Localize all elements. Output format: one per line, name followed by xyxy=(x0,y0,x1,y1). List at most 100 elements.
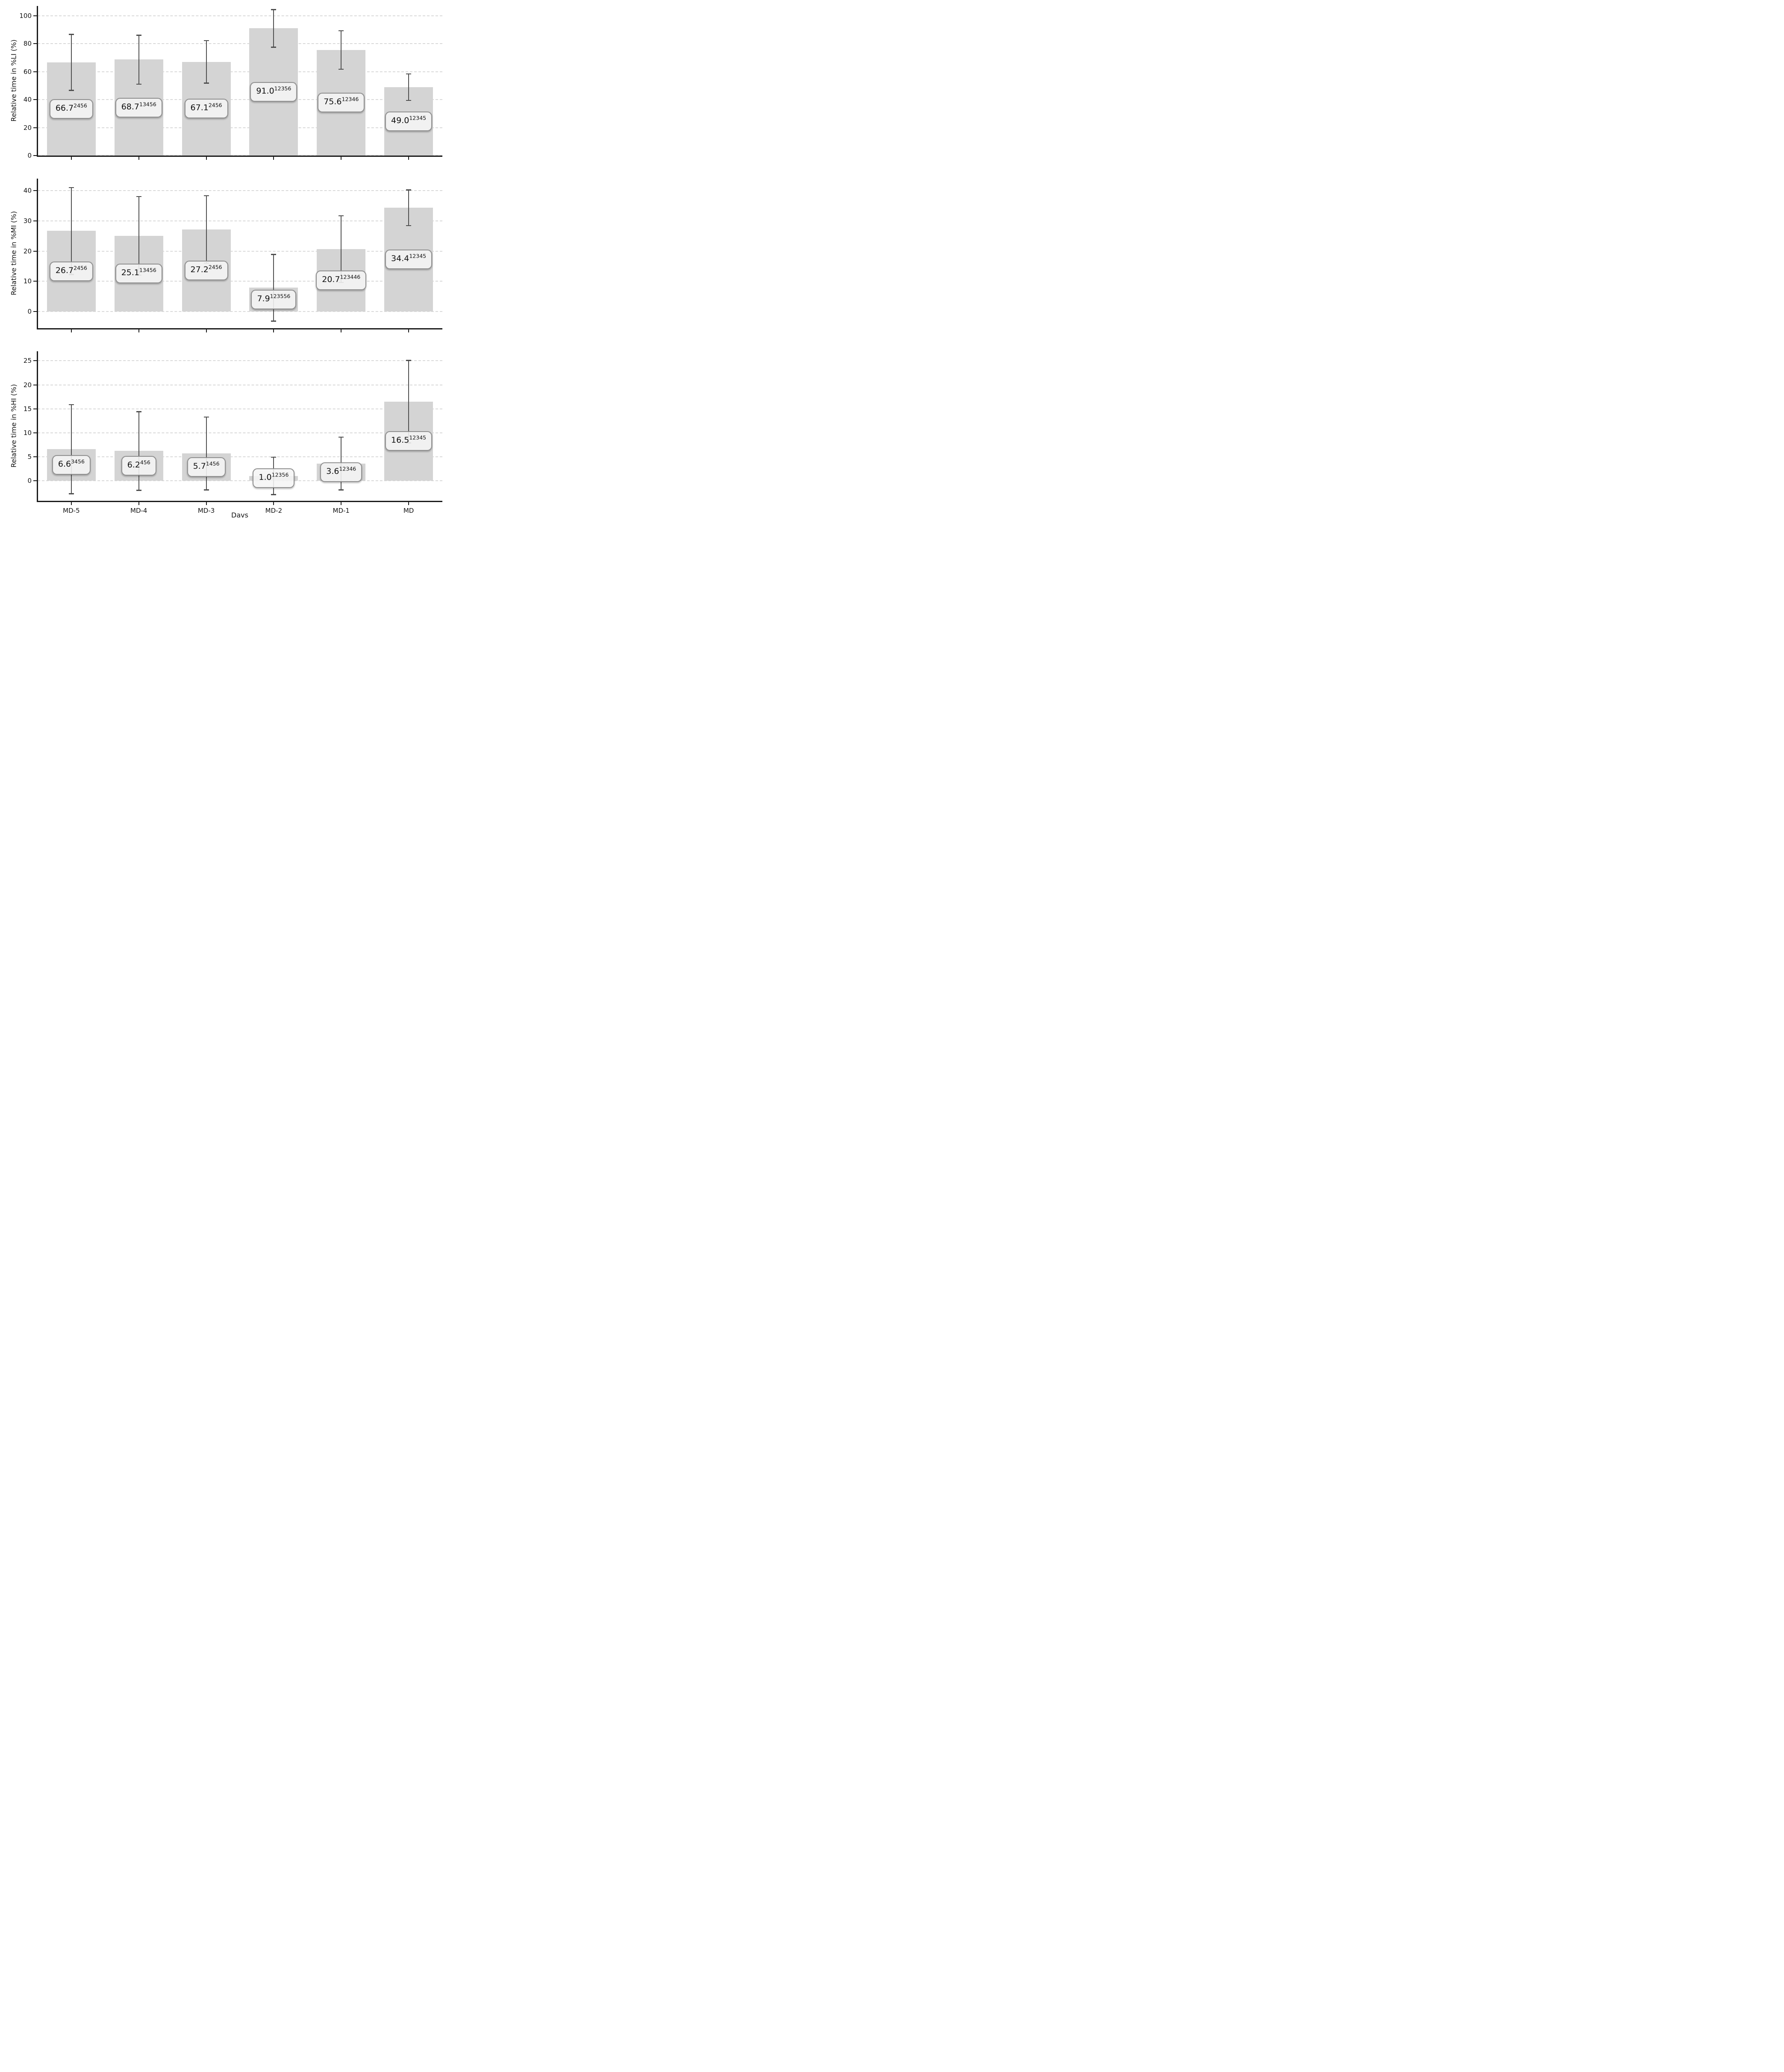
value-text: 7.9 xyxy=(257,294,270,304)
error-cap-top xyxy=(68,404,74,406)
error-cap-top xyxy=(406,360,412,361)
value-superscript: 12356 xyxy=(274,85,291,92)
value-superscript: 123556 xyxy=(270,293,291,300)
y-tick-label: 15 xyxy=(23,405,32,413)
y-tick-label: 25 xyxy=(23,357,32,365)
y-tick-mark xyxy=(33,190,38,191)
y-axis-title-1: Relative time in %LI (%) xyxy=(9,39,18,122)
error-bar-MD-5 xyxy=(71,34,72,91)
error-cap-bottom xyxy=(68,493,74,494)
gridline-y10 xyxy=(38,432,442,433)
value-superscript: 2456 xyxy=(74,102,87,109)
x-tick-mark xyxy=(138,502,139,505)
error-bar-MD-4 xyxy=(138,196,139,275)
gridline-y20 xyxy=(38,127,442,128)
y-tick-label: 20 xyxy=(23,123,32,132)
error-cap-bottom xyxy=(406,100,412,101)
error-cap-top xyxy=(136,35,141,36)
error-cap-top xyxy=(203,195,209,197)
error-cap-bottom xyxy=(136,490,141,491)
x-axis-spine xyxy=(37,501,442,502)
error-cap-bottom xyxy=(271,320,277,322)
value-superscript: 2456 xyxy=(208,102,222,109)
x-tick-label-MD-2: MD-2 xyxy=(265,507,283,514)
y-tick-label: 10 xyxy=(23,429,32,437)
gridline-y0 xyxy=(38,311,442,312)
value-superscript: 456 xyxy=(140,459,150,466)
error-bar-MD-5 xyxy=(71,187,72,275)
value-label-MD-3: 5.71456 xyxy=(187,457,226,477)
y-tick-mark xyxy=(33,432,38,433)
value-text: 27.2 xyxy=(190,265,209,274)
error-bar-MD-3 xyxy=(206,195,207,263)
x-axis-spine xyxy=(37,156,442,157)
y-axis-spine xyxy=(37,179,38,329)
value-label-MD-2: 1.012356 xyxy=(253,468,295,488)
error-cap-top xyxy=(203,40,209,41)
gridline-y0 xyxy=(38,480,442,481)
x-tick-mark xyxy=(206,329,207,332)
y-tick-mark xyxy=(33,155,38,156)
y-tick-label: 40 xyxy=(23,96,32,104)
error-cap-bottom xyxy=(136,83,141,85)
value-label-MD-4: 6.2456 xyxy=(121,456,156,476)
value-label-MD: 49.012345 xyxy=(385,111,433,131)
value-label-MD-3: 67.12456 xyxy=(184,99,228,119)
x-tick-mark xyxy=(71,502,72,505)
y-tick-label: 100 xyxy=(19,12,32,20)
value-label-MD: 16.512345 xyxy=(385,431,433,451)
x-tick-label-MD-1: MD-1 xyxy=(333,507,350,514)
y-tick-mark xyxy=(33,43,38,44)
y-tick-mark xyxy=(33,360,38,361)
x-tick-mark xyxy=(273,502,274,505)
value-superscript: 123446 xyxy=(340,273,361,280)
y-tick-mark xyxy=(33,250,38,252)
error-bar-MD-5 xyxy=(71,404,72,494)
value-text: 16.5 xyxy=(391,435,409,445)
error-cap-top xyxy=(339,30,344,32)
value-label-MD-4: 68.713456 xyxy=(115,97,162,118)
x-axis-spine xyxy=(37,328,442,329)
error-bar-MD-2 xyxy=(273,9,274,47)
value-text: 49.0 xyxy=(391,115,409,125)
y-tick-label: 10 xyxy=(23,277,32,285)
value-label-MD-1: 3.612346 xyxy=(320,462,362,482)
y-tick-mark xyxy=(33,99,38,100)
error-cap-top xyxy=(203,416,209,418)
value-superscript: 12345 xyxy=(409,115,427,121)
error-bar-MD-3 xyxy=(206,40,207,83)
value-label-MD-1: 75.612346 xyxy=(318,93,365,113)
gridline-y40 xyxy=(38,190,442,191)
error-cap-top xyxy=(339,215,344,217)
y-axis-spine xyxy=(37,351,38,502)
x-tick-mark xyxy=(71,156,72,160)
x-tick-mark xyxy=(408,156,409,160)
y-axis-title-3: Relative time in %HI (%) xyxy=(9,384,18,468)
error-cap-bottom xyxy=(406,225,412,226)
y-tick-label: 80 xyxy=(23,40,32,48)
gridline-y5 xyxy=(38,456,442,457)
y-tick-mark xyxy=(33,480,38,481)
value-text: 3.6 xyxy=(326,466,339,476)
error-cap-top xyxy=(271,254,277,255)
error-cap-bottom xyxy=(271,494,277,495)
y-tick-label: 30 xyxy=(23,217,32,225)
y-tick-mark xyxy=(33,311,38,312)
error-cap-bottom xyxy=(203,489,209,491)
value-superscript: 12345 xyxy=(409,253,427,260)
x-tick-label-MD: MD xyxy=(403,507,414,514)
x-tick-mark xyxy=(408,329,409,332)
x-tick-mark xyxy=(71,329,72,332)
value-text: 1.0 xyxy=(259,473,272,482)
value-text: 68.7 xyxy=(121,102,140,112)
value-text: 25.1 xyxy=(121,268,140,278)
y-tick-mark xyxy=(33,220,38,221)
x-tick-mark xyxy=(206,156,207,160)
gridline-y25 xyxy=(38,360,442,361)
value-superscript: 13456 xyxy=(139,267,156,274)
x-axis-title: Davs xyxy=(231,511,248,519)
error-cap-top xyxy=(68,34,74,35)
value-text: 26.7 xyxy=(55,265,74,275)
error-bar-MD xyxy=(408,360,409,443)
value-label-MD-5: 66.72456 xyxy=(49,99,93,119)
